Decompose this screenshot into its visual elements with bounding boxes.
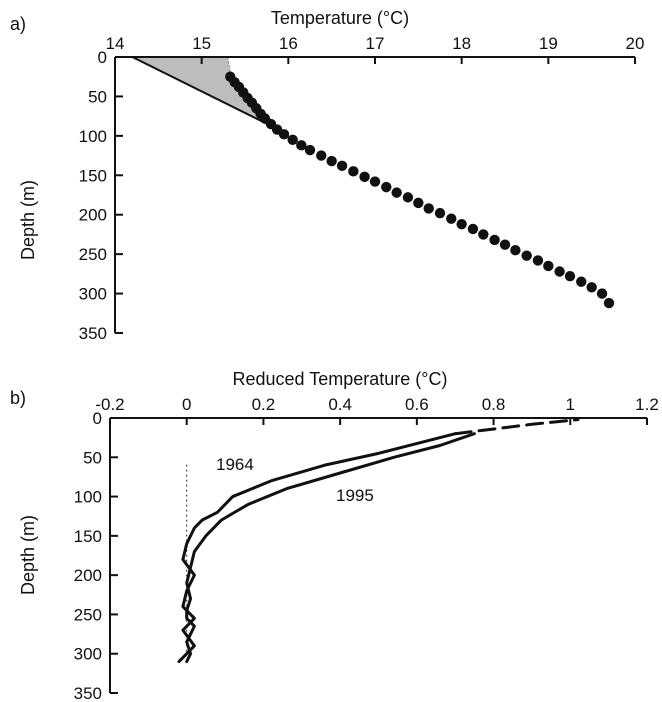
data-point [467, 223, 479, 235]
data-point [304, 144, 316, 156]
data-point [521, 250, 532, 261]
data-point [499, 239, 511, 250]
panel-b-x-tick-label: 0.8 [482, 395, 506, 414]
panel-a-y-tick-label: 250 [79, 245, 107, 264]
panel-a-y-tick-label: 50 [88, 87, 107, 106]
data-point [596, 288, 608, 299]
reference-line [131, 56, 276, 129]
series-line-dashed-extension [453, 418, 580, 436]
data-point [402, 192, 414, 203]
panel-a-data-points [225, 71, 615, 309]
panel-b-series-lines [177, 418, 580, 664]
data-point [478, 229, 489, 240]
panel-a-x-tick-label: 18 [452, 34, 471, 53]
panel-a-x-tick-label: 16 [279, 34, 298, 53]
panel-b-y-tick-label: 100 [74, 488, 102, 507]
panel-a-x-tick-label: 15 [192, 34, 211, 53]
panel-b-y-tick-label: 50 [83, 448, 102, 467]
data-point [532, 255, 544, 266]
panel-a: a) Temperature (°C) Depth (m) 14 15 16 17 18… [10, 8, 644, 343]
data-point [603, 297, 615, 309]
data-point [296, 140, 307, 151]
data-point [434, 207, 446, 219]
data-point [564, 271, 576, 282]
data-point [278, 129, 290, 140]
annotation-1995: 1995 [336, 486, 374, 505]
panel-b-x-axis-title: Reduced Temperature (°C) [233, 369, 448, 389]
data-point [456, 218, 467, 230]
panel-b-x-tick-label: 0.2 [252, 395, 276, 414]
panel-a-y-tick-label: 0 [98, 48, 107, 67]
data-point [413, 197, 424, 209]
panel-a-y-tick-label: 200 [79, 206, 107, 225]
data-point [391, 187, 402, 198]
panel-a-y-tick-label: 350 [79, 324, 107, 343]
data-point [316, 150, 327, 161]
panel-b-x-tick-label: 0.4 [328, 395, 352, 414]
panel-a-y-tick-label: 100 [79, 127, 107, 146]
data-point [446, 213, 457, 224]
data-point [489, 234, 500, 246]
panel-b-x-tick-label: 0.6 [405, 395, 429, 414]
panel-b-y-tick-label: 0 [93, 409, 102, 428]
panel-a-x-tick-label: 19 [539, 34, 558, 53]
panel-b-x-tick-label: 1 [566, 395, 575, 414]
data-point [554, 266, 565, 277]
panel-b-label: b) [10, 388, 26, 408]
panel-a-reference-line [131, 56, 276, 129]
panel-a-y-tick-label: 150 [79, 166, 107, 185]
panel-a-x-tick-label: 17 [366, 34, 385, 53]
panel-b-y-axis-title: Depth (m) [18, 515, 38, 595]
panel-a-x-axis-title: Temperature (°C) [271, 8, 409, 28]
panel-a-y-tick-label: 300 [79, 285, 107, 304]
panel-a-y-axis-title: Depth (m) [18, 180, 38, 260]
panel-b-y-tick-label: 200 [74, 566, 102, 585]
data-point [423, 203, 434, 214]
panel-b-y-tick-label: 150 [74, 527, 102, 546]
series-line-1995 [185, 432, 476, 664]
data-point [359, 171, 370, 183]
data-point [576, 276, 587, 287]
data-point [287, 134, 298, 145]
data-point [510, 245, 521, 256]
panel-b-y-tick-label: 250 [74, 605, 102, 624]
data-point [543, 260, 554, 272]
data-point [586, 282, 597, 293]
data-point [326, 155, 337, 167]
panel-b-y-tick-label: 300 [74, 645, 102, 664]
panel-b: b) Reduced Temperature (°C) Depth (m) -0… [10, 369, 659, 702]
data-point [381, 181, 392, 193]
panel-b-x-tick-label: -0.2 [95, 395, 124, 414]
data-point [348, 166, 359, 177]
panel-a-x-tick-label: 14 [106, 34, 125, 53]
panel-a-x-tick-label: 20 [626, 34, 645, 53]
annotation-1964: 1964 [216, 455, 254, 474]
series-line-1964 [177, 432, 457, 664]
panel-b-y-tick-label: 350 [74, 684, 102, 702]
panel-b-x-tick-label: 0 [182, 395, 191, 414]
data-point [369, 176, 381, 187]
panel-b-axes: -0.2 0 0.2 0.4 0.6 0.8 1 1.20501001502002503003… [74, 395, 659, 702]
data-point [336, 160, 348, 172]
panel-a-label: a) [10, 14, 26, 34]
panel-b-x-tick-label: 1.2 [635, 395, 659, 414]
